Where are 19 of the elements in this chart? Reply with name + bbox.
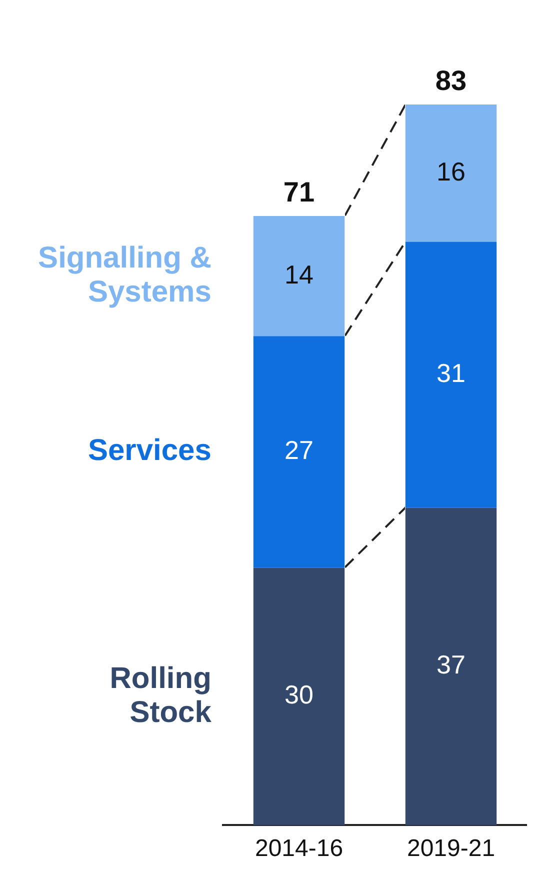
bar bbox=[405, 508, 497, 826]
bar bbox=[405, 242, 497, 508]
series-label: Rolling Stock bbox=[110, 662, 212, 729]
x-tick-label: 2019-21 bbox=[406, 835, 496, 862]
x-tick-label: 2014-16 bbox=[254, 835, 344, 862]
series-label: Signalling & Systems bbox=[38, 241, 212, 308]
data-label: 37 bbox=[436, 650, 466, 680]
data-label: 16 bbox=[436, 156, 466, 186]
data-label: 14 bbox=[284, 259, 314, 290]
bar bbox=[253, 568, 345, 826]
bar bbox=[253, 336, 345, 568]
data-label: 31 bbox=[436, 358, 466, 388]
bar bbox=[405, 104, 497, 242]
series-label: Services bbox=[88, 434, 212, 468]
total-label: 83 bbox=[435, 65, 467, 96]
data-label: 30 bbox=[284, 680, 314, 710]
total-label: 71 bbox=[283, 176, 315, 208]
data-label: 27 bbox=[284, 435, 314, 466]
bar bbox=[253, 216, 345, 336]
